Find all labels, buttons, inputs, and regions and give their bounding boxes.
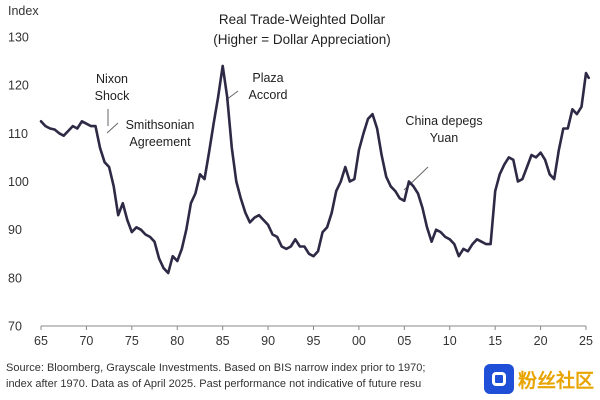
annotation-label: Nixon [96, 72, 128, 86]
chart-subtitle: (Higher = Dollar Appreciation) [213, 32, 390, 47]
x-tick-label: 15 [488, 334, 502, 348]
watermark-text: 粉丝社区 [517, 369, 594, 392]
chart-title: Real Trade-Weighted Dollar [219, 12, 386, 27]
y-axis-label: Index [8, 4, 39, 18]
annotation-label: Accord [249, 88, 288, 102]
x-tick-label: 95 [307, 334, 321, 348]
x-tick-label: 85 [216, 334, 230, 348]
annotations: Nixon Shock Smithsonian Agreement Plaza Accor… [95, 71, 483, 191]
y-tick-label: 130 [8, 31, 29, 45]
annotation-label: Agreement [129, 135, 191, 149]
x-tick-label: 20 [534, 334, 548, 348]
x-tick-label: 90 [261, 334, 275, 348]
y-tick-label: 80 [8, 271, 22, 285]
annotation-label: Smithsonian [126, 118, 195, 132]
x-tick-label: 65 [34, 334, 48, 348]
y-ticks: 70 80 90 100 110 120 130 [8, 31, 29, 334]
y-tick-label: 90 [8, 223, 22, 237]
x-ticks: 65 70 75 80 85 90 95 00 05 10 15 20 25 [34, 326, 593, 348]
source-line-1: Source: Bloomberg, Grayscale Investments… [6, 362, 426, 374]
source-line-2: index after 1970. Data as of April 2025.… [6, 378, 422, 390]
x-tick-label: 10 [443, 334, 457, 348]
x-tick-label: 05 [397, 334, 411, 348]
annotation-label: Plaza [252, 71, 283, 85]
watermark: 粉丝社区 [483, 364, 594, 394]
watermark-logo-icon [483, 364, 514, 394]
x-tick-label: 25 [579, 334, 593, 348]
annotation-label: Yuan [430, 131, 459, 145]
y-tick-label: 120 [8, 79, 29, 93]
y-tick-label: 70 [8, 320, 22, 334]
x-tick-label: 70 [79, 334, 93, 348]
series-line [39, 64, 590, 275]
annotation-leader [106, 122, 119, 134]
x-tick-label: 75 [125, 334, 139, 348]
x-tick-label: 00 [352, 334, 366, 348]
source-note: Source: Bloomberg, Grayscale Investments… [6, 360, 476, 392]
series-group [39, 64, 590, 275]
x-tick-label: 80 [170, 334, 184, 348]
annotation-label: China depegs [405, 114, 482, 128]
y-tick-label: 110 [8, 127, 28, 141]
y-tick-label: 100 [8, 175, 29, 189]
annotation-label: Shock [95, 89, 130, 103]
